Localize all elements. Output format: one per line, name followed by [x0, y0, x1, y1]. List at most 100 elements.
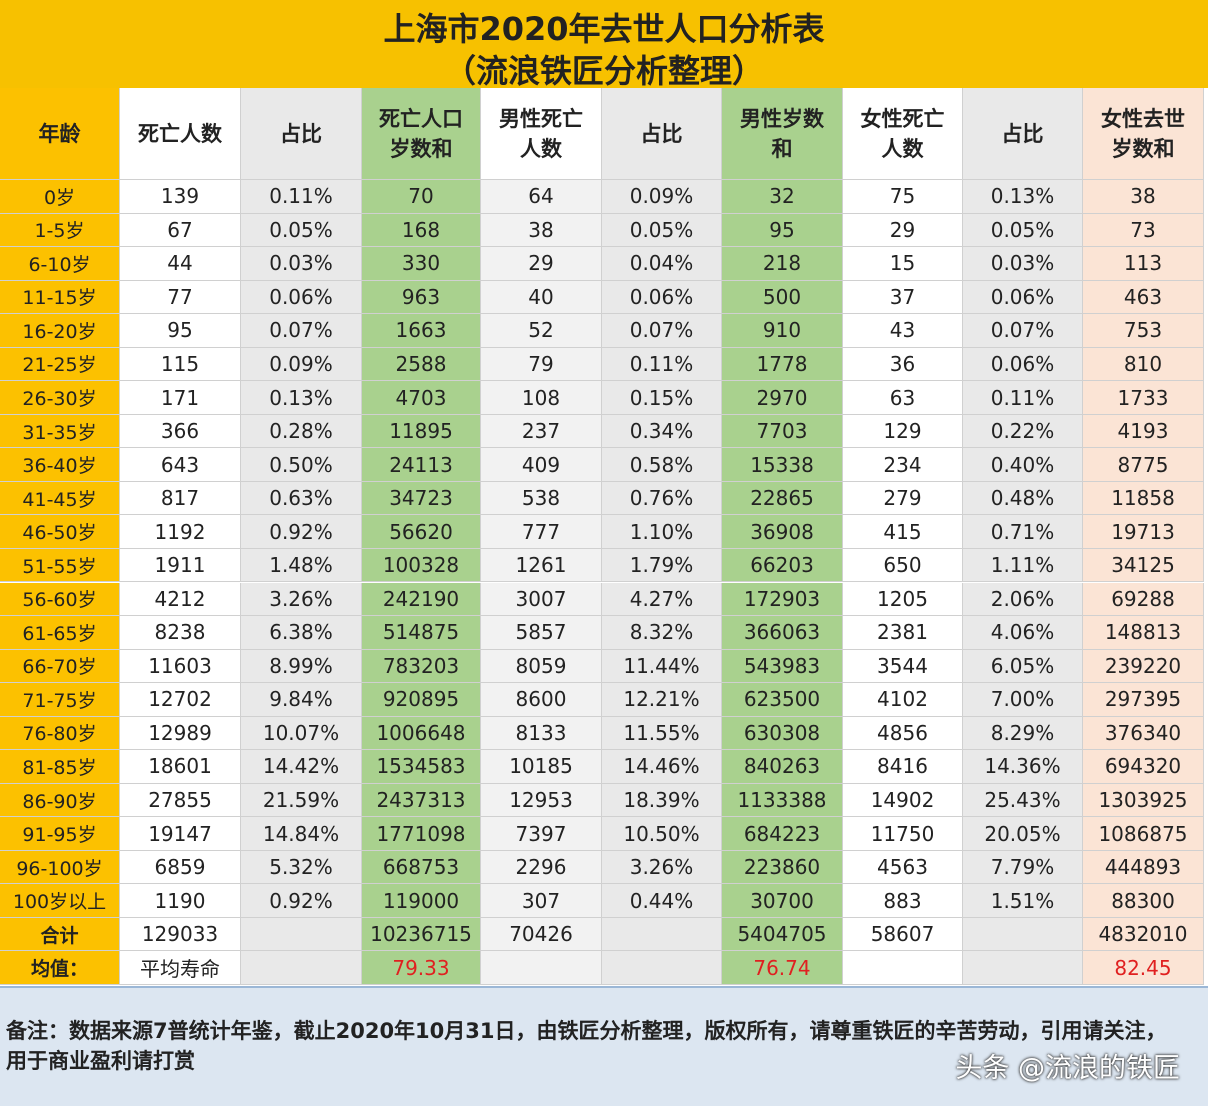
data-cell — [963, 951, 1083, 985]
data-cell: 6.05% — [963, 649, 1083, 684]
data-cell: 12953 — [481, 783, 602, 818]
data-cell: 0.07% — [963, 314, 1083, 348]
data-cell: 38 — [1083, 180, 1204, 214]
data-cell: 409 — [481, 448, 602, 482]
data-cell: 650 — [843, 548, 963, 583]
data-cell — [602, 917, 722, 952]
header-text: 和 — [771, 136, 793, 161]
data-cell: 66203 — [722, 548, 843, 583]
data-cell: 783203 — [362, 649, 481, 684]
data-cell: 920895 — [362, 683, 481, 717]
data-cell: 14.84% — [241, 817, 362, 851]
data-cell: 58607 — [843, 917, 963, 952]
data-cell: 777 — [481, 515, 602, 549]
data-cell: 4212 — [120, 582, 241, 617]
row-label: 61-65岁 — [0, 616, 120, 650]
data-cell: 0.06% — [963, 280, 1083, 315]
note: 备注：数据来源7普统计年鉴，截止2020年10月31日，由铁匠分析整理，版权所有… — [6, 1019, 1167, 1073]
row-label: 26-30岁 — [0, 381, 120, 415]
data-cell: 234 — [843, 448, 963, 482]
data-cell: 19713 — [1083, 515, 1204, 549]
data-cell: 0.63% — [241, 481, 362, 516]
data-cell: 5.32% — [241, 850, 362, 885]
data-cell: 0.11% — [963, 381, 1083, 415]
data-cell: 79 — [481, 347, 602, 382]
header-text: 岁数和 — [389, 136, 453, 161]
subtitle: （流浪铁匠分析整理） — [443, 52, 764, 90]
data-cell: 810 — [1083, 347, 1204, 382]
row-label: 51-55岁 — [0, 548, 120, 583]
data-cell: 538 — [481, 481, 602, 516]
watermark: 头条 @流浪的铁匠 — [955, 1053, 1180, 1084]
data-cell: 0.50% — [241, 448, 362, 482]
data-cell: 14.42% — [241, 750, 362, 784]
data-cell: 4193 — [1083, 414, 1204, 449]
data-cell: 11.55% — [602, 716, 722, 751]
data-cell: 21.59% — [241, 783, 362, 818]
row-label: 100岁以上 — [0, 884, 120, 918]
data-cell: 11.44% — [602, 649, 722, 684]
data-cell: 1.11% — [963, 548, 1083, 583]
data-cell: 0.04% — [602, 247, 722, 281]
data-cell: 910 — [722, 314, 843, 348]
data-cell: 415 — [843, 515, 963, 549]
data-cell: 0.92% — [241, 515, 362, 549]
row-label: 56-60岁 — [0, 582, 120, 617]
data-cell: 1.79% — [602, 548, 722, 583]
data-cell: 463 — [1083, 280, 1204, 315]
row-label: 16-20岁 — [0, 314, 120, 348]
data-cell — [241, 951, 362, 985]
data-cell: 2588 — [362, 347, 481, 382]
header-text: 男性岁数 — [740, 106, 824, 131]
data-cell: 8.99% — [241, 649, 362, 684]
data-cell: 1.48% — [241, 548, 362, 583]
data-cell: 2970 — [722, 381, 843, 415]
data-cell: 1771098 — [362, 817, 481, 851]
data-cell: 3544 — [843, 649, 963, 684]
data-cell: 883 — [843, 884, 963, 918]
header-cell: 年龄 — [0, 88, 120, 180]
title: 上海市2020年去世人口分析表 — [383, 10, 825, 48]
data-cell — [843, 951, 963, 985]
data-cell: 12989 — [120, 716, 241, 751]
row-label: 66-70岁 — [0, 649, 120, 684]
data-cell: 2.06% — [963, 582, 1083, 617]
header-text: 年龄 — [38, 121, 81, 146]
row-label: 合计 — [0, 917, 120, 952]
data-cell: 168 — [362, 213, 481, 248]
row-label: 1-5岁 — [0, 213, 120, 248]
data-cell: 20.05% — [963, 817, 1083, 851]
data-cell: 3.26% — [602, 850, 722, 885]
data-cell: 24113 — [362, 448, 481, 482]
data-cell: 0.06% — [241, 280, 362, 315]
data-cell: 108 — [481, 381, 602, 415]
data-cell: 29 — [843, 213, 963, 248]
row-label: 96-100岁 — [0, 850, 120, 885]
data-cell: 12.21% — [602, 683, 722, 717]
header-cell: 占比 — [602, 88, 722, 180]
data-cell: 10185 — [481, 750, 602, 784]
data-cell — [481, 951, 602, 985]
data-cell: 623500 — [722, 683, 843, 717]
data-cell: 7703 — [722, 414, 843, 449]
header-text: 男性死亡 — [499, 106, 583, 131]
data-cell: 330 — [362, 247, 481, 281]
data-cell: 0.03% — [963, 247, 1083, 281]
data-cell: 0.05% — [963, 213, 1083, 248]
data-cell: 9.84% — [241, 683, 362, 717]
data-cell: 1778 — [722, 347, 843, 382]
data-cell: 12702 — [120, 683, 241, 717]
data-cell: 1534583 — [362, 750, 481, 784]
header-text: 死亡人数 — [138, 121, 222, 146]
data-cell: 4832010 — [1083, 917, 1204, 952]
row-label: 36-40岁 — [0, 448, 120, 482]
header-text: 女性去世 — [1101, 106, 1185, 131]
row-label: 0岁 — [0, 180, 120, 214]
data-cell: 36908 — [722, 515, 843, 549]
header-text: 占比 — [1001, 121, 1044, 146]
data-cell: 15 — [843, 247, 963, 281]
header-text: 女性死亡 — [860, 106, 945, 131]
data-cell: 0.05% — [241, 213, 362, 248]
data-cell: 44 — [120, 247, 241, 281]
data-cell: 11750 — [843, 817, 963, 851]
